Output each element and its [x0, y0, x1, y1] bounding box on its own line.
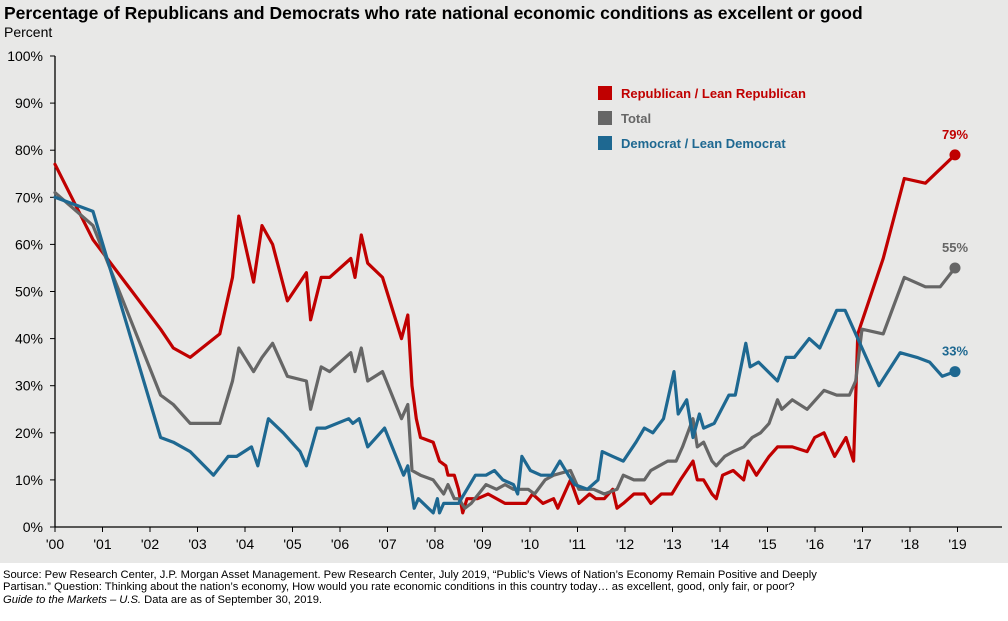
legend-swatch-2 — [598, 136, 612, 150]
series-line-2 — [53, 195, 957, 515]
x-tick-label: '16 — [806, 536, 824, 552]
legend-swatch-0 — [598, 86, 612, 100]
y-tick-label: 60% — [15, 236, 43, 252]
x-tick-label: '08 — [426, 536, 444, 552]
legend-label-1: Total — [621, 111, 651, 126]
series-end-marker-1 — [949, 262, 961, 274]
x-tick-label: '17 — [853, 536, 871, 552]
x-tick-label: '12 — [616, 536, 634, 552]
y-tick-label: 30% — [15, 378, 43, 394]
y-tick-label: 40% — [15, 331, 43, 347]
legend-swatch-1 — [598, 111, 612, 125]
x-tick-label: '15 — [758, 536, 776, 552]
line-chart: 0% 10% 20% 30% 40% 50% 60% 70% 80% 90% 100% '00 '01… — [7, 48, 1002, 552]
x-tick-label: '00 — [46, 536, 64, 552]
x-tick-label: '19 — [948, 536, 966, 552]
y-tick-label: 80% — [15, 142, 43, 158]
legend-label-0: Republican / Lean Republican — [621, 86, 806, 101]
legend-label-2: Democrat / Lean Democrat — [621, 136, 786, 151]
series-end-label-0: 79% — [942, 127, 968, 142]
guide-title: Guide to the Markets – U.S. — [3, 593, 142, 606]
x-tick-label: '01 — [93, 536, 111, 552]
series-layer — [53, 149, 961, 515]
series-end-marker-2 — [949, 366, 961, 378]
series-end-label-2: 33% — [942, 344, 968, 359]
series-line-1 — [53, 191, 957, 510]
source-text: Source: Pew Research Center, J.P. Morgan… — [3, 569, 817, 594]
y-tick-label: 10% — [15, 472, 43, 488]
series-line-0 — [53, 153, 957, 515]
x-tick-label: '10 — [521, 536, 539, 552]
y-axis: 0% 10% 20% 30% 40% 50% 60% 70% 80% 90% 100% — [7, 48, 56, 535]
chart-title: Percentage of Republicans and Democrats … — [4, 3, 863, 23]
x-tick-label: '13 — [663, 536, 681, 552]
x-tick-label: '03 — [188, 536, 206, 552]
y-tick-label: 0% — [23, 519, 43, 535]
series-end-label-1: 55% — [942, 240, 968, 255]
x-tick-label: '04 — [236, 536, 254, 552]
chart-panel — [0, 0, 1008, 563]
y-tick-label: 100% — [7, 48, 43, 64]
y-axis-unit-label: Percent — [4, 24, 53, 40]
x-tick-label: '06 — [331, 536, 349, 552]
legend: Republican / Lean Republican Total Democra… — [598, 86, 806, 151]
x-tick-label: '11 — [569, 536, 586, 552]
x-tick-label: '05 — [283, 536, 301, 552]
data-as-of: Data are as of September 30, 2019. — [141, 593, 323, 606]
x-tick-label: '14 — [711, 536, 729, 552]
x-tick-label: '02 — [141, 536, 159, 552]
x-tick-label: '07 — [378, 536, 396, 552]
guide-line: Guide to the Markets – U.S. Data are as … — [3, 594, 823, 606]
end-labels: 79% 55% 33% — [942, 127, 968, 359]
source-footnote: Source: Pew Research Center, J.P. Morgan… — [3, 569, 823, 606]
x-tick-label: '18 — [901, 536, 919, 552]
y-tick-label: 20% — [15, 425, 43, 441]
y-tick-label: 90% — [15, 95, 43, 111]
series-end-marker-0 — [949, 149, 961, 161]
x-tick-label: '09 — [473, 536, 491, 552]
y-tick-label: 70% — [15, 189, 43, 205]
x-axis: '00 '01 '02 '03 '04 '05 '06 '07 '08 '09 '10 '11 '12 '… — [46, 526, 1002, 552]
y-tick-label: 50% — [15, 284, 43, 300]
